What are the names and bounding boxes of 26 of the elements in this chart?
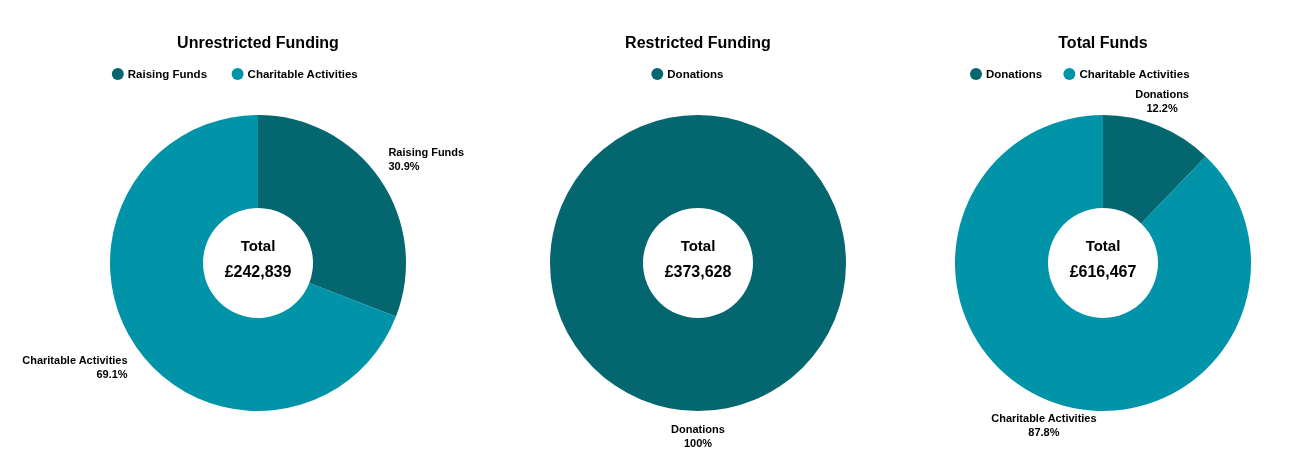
text: Total — [240, 236, 276, 254]
legend-label: Charitable Activities — [1079, 68, 1190, 80]
data-label: 12.2% — [1146, 102, 1178, 115]
text: Total — [680, 236, 716, 254]
text: £616,467 — [1069, 263, 1137, 281]
text: £373,628 — [664, 263, 732, 281]
data-label: 30.9% — [388, 159, 420, 172]
slice-label: Donations — [1135, 88, 1189, 101]
data-label: 100% — [683, 437, 713, 449]
legend-label: Raising Funds — [127, 68, 208, 80]
chart-title: Unrestricted Funding — [177, 34, 339, 51]
text: Total — [1085, 236, 1121, 254]
data-label: 87.8% — [1028, 425, 1060, 438]
chart-title: Total Funds — [1058, 34, 1148, 51]
slice-label: Charitable Activities — [991, 411, 1097, 424]
legend-label: Charitable Activities — [247, 68, 358, 80]
legend-label: Donations — [986, 68, 1043, 80]
legend-label: Donations — [667, 68, 724, 80]
chart-title: Restricted Funding — [625, 34, 771, 51]
text: £242,839 — [224, 263, 292, 281]
data-label: 69.1% — [96, 368, 128, 381]
slice-label: Raising Funds — [388, 145, 465, 158]
donut-slice — [1103, 115, 1206, 224]
donut-slice — [955, 115, 1251, 411]
slice-label: Charitable Activities — [22, 354, 128, 367]
slice-label: Donations — [671, 423, 725, 435]
